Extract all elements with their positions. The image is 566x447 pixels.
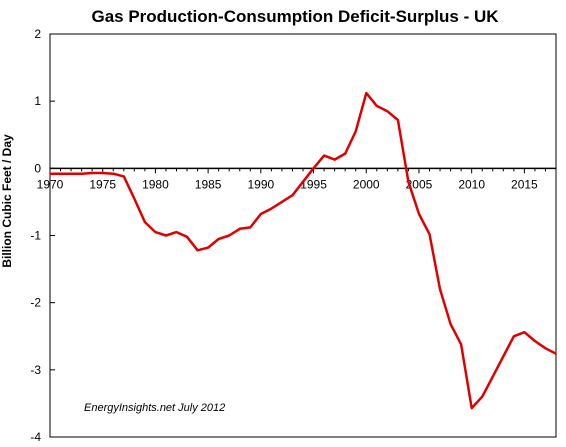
- y-tick-label: -1: [30, 229, 41, 243]
- x-tick-label: 1995: [300, 177, 327, 191]
- chart-title: Gas Production-Consumption Deficit-Surpl…: [91, 7, 499, 26]
- x-tick-label: 1985: [195, 177, 222, 191]
- x-tick-label: 2015: [511, 177, 538, 191]
- y-tick-label: 2: [34, 27, 41, 41]
- x-tick-label: 1970: [37, 177, 64, 191]
- x-tick-label: 1990: [247, 177, 274, 191]
- plot-area: [49, 33, 557, 438]
- x-tick-label: 2000: [353, 177, 380, 191]
- y-axis-label: Billion Cubic Feet / Day: [0, 134, 14, 268]
- x-tick-label: 1980: [142, 177, 169, 191]
- y-tick-label: -2: [30, 296, 41, 310]
- y-tick-label: -4: [30, 430, 41, 444]
- x-axis: 1970 1975 1980 1985 1990 1995 2000 2005 2010 2015: [37, 167, 557, 191]
- x-tick-label: 2005: [406, 177, 433, 191]
- source-annotation: EnergyInsights.net July 2012: [84, 402, 225, 414]
- y-tick-label: 1: [34, 94, 41, 108]
- y-axis: 2 1 0 -1 -2 -3 -4: [30, 27, 55, 444]
- series-line: [50, 91, 557, 410]
- y-tick-label: -3: [30, 363, 41, 377]
- x-tick-label: 1975: [89, 177, 116, 191]
- series-layer: [50, 91, 557, 410]
- x-tick-label: 2010: [458, 177, 485, 191]
- y-tick-label: 0: [34, 161, 41, 175]
